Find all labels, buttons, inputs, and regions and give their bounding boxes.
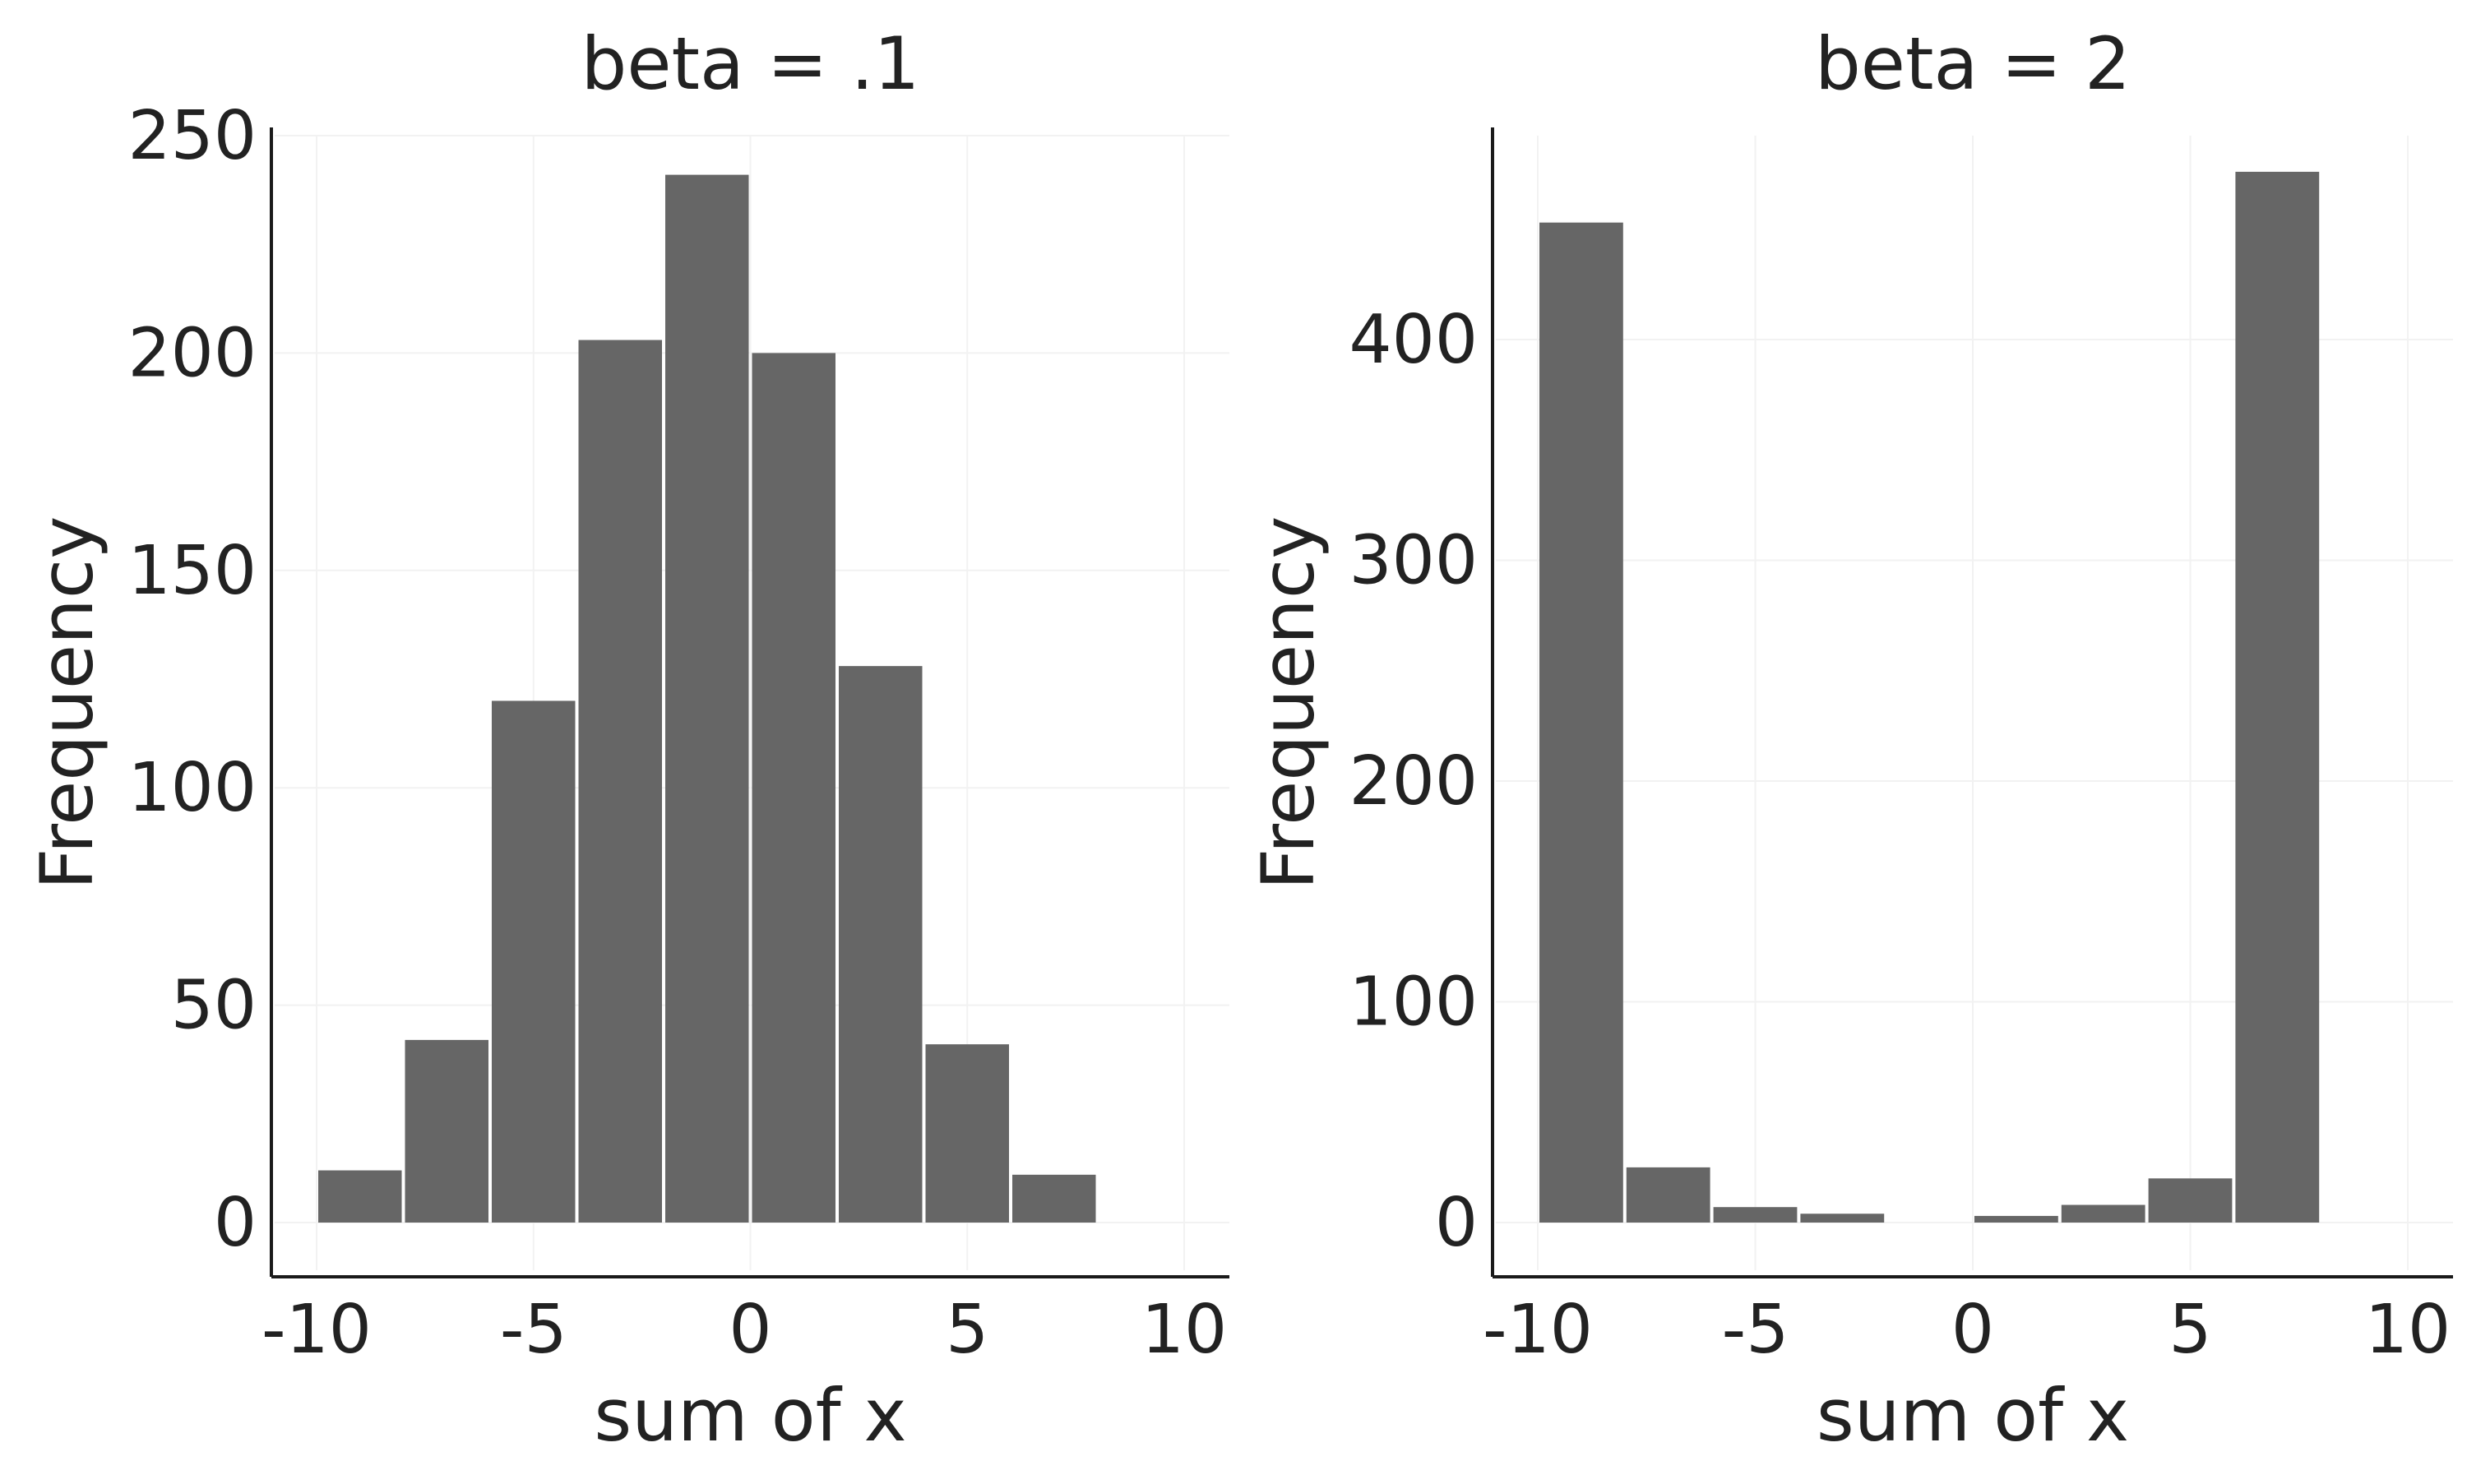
histogram-bar bbox=[1713, 1207, 1798, 1223]
x-tick-label: -5 bbox=[1722, 1291, 1789, 1369]
histogram-bar bbox=[405, 1039, 488, 1223]
x-tick-label: -5 bbox=[500, 1291, 567, 1369]
histogram-bar bbox=[1974, 1215, 2058, 1223]
histogram-bar bbox=[1539, 222, 1623, 1223]
histogram-bar bbox=[665, 174, 749, 1223]
y-tick-label: 0 bbox=[214, 1184, 257, 1262]
histogram-bar bbox=[1800, 1214, 1885, 1223]
y-tick-label: 200 bbox=[1349, 742, 1478, 821]
y-axis-label: Frequency bbox=[1246, 516, 1331, 890]
x-tick-label: 0 bbox=[1951, 1291, 1994, 1369]
y-axis-label: Frequency bbox=[25, 516, 109, 890]
x-tick-label: 10 bbox=[2365, 1291, 2451, 1369]
x-tick-label: 5 bbox=[946, 1291, 988, 1369]
y-tick-label: 300 bbox=[1349, 522, 1478, 600]
histogram-bar bbox=[2148, 1178, 2233, 1223]
histogram-bar bbox=[318, 1170, 402, 1223]
y-tick-label: 400 bbox=[1349, 301, 1478, 379]
x-axis-label: sum of x bbox=[1817, 1373, 2129, 1458]
x-tick-label: -10 bbox=[1483, 1291, 1593, 1369]
y-tick-label: 100 bbox=[127, 749, 257, 827]
histogram-bar bbox=[2061, 1204, 2145, 1223]
histogram-bar bbox=[1012, 1174, 1096, 1223]
y-tick-label: 250 bbox=[127, 97, 257, 175]
y-tick-label: 100 bbox=[1349, 964, 1478, 1042]
histogram-bar bbox=[1626, 1167, 1710, 1223]
chart-title: beta = 2 bbox=[1815, 21, 2131, 106]
histogram-bar bbox=[752, 353, 835, 1223]
histogram-bar bbox=[925, 1044, 1009, 1223]
x-tick-label: -10 bbox=[262, 1291, 372, 1369]
x-tick-label: 0 bbox=[729, 1291, 771, 1369]
histogram-bar bbox=[2235, 171, 2320, 1223]
x-tick-label: 5 bbox=[2168, 1291, 2211, 1369]
y-tick-label: 50 bbox=[171, 967, 257, 1045]
x-axis-label: sum of x bbox=[594, 1373, 906, 1458]
y-tick-label: 150 bbox=[127, 532, 257, 610]
histogram-bar bbox=[839, 666, 923, 1223]
y-tick-label: 200 bbox=[127, 314, 257, 392]
histogram-bar bbox=[578, 340, 662, 1223]
x-tick-label: 10 bbox=[1141, 1291, 1227, 1369]
histogram-bar bbox=[492, 700, 576, 1223]
y-tick-label: 0 bbox=[1435, 1184, 1478, 1262]
chart-title: beta = .1 bbox=[581, 21, 919, 106]
